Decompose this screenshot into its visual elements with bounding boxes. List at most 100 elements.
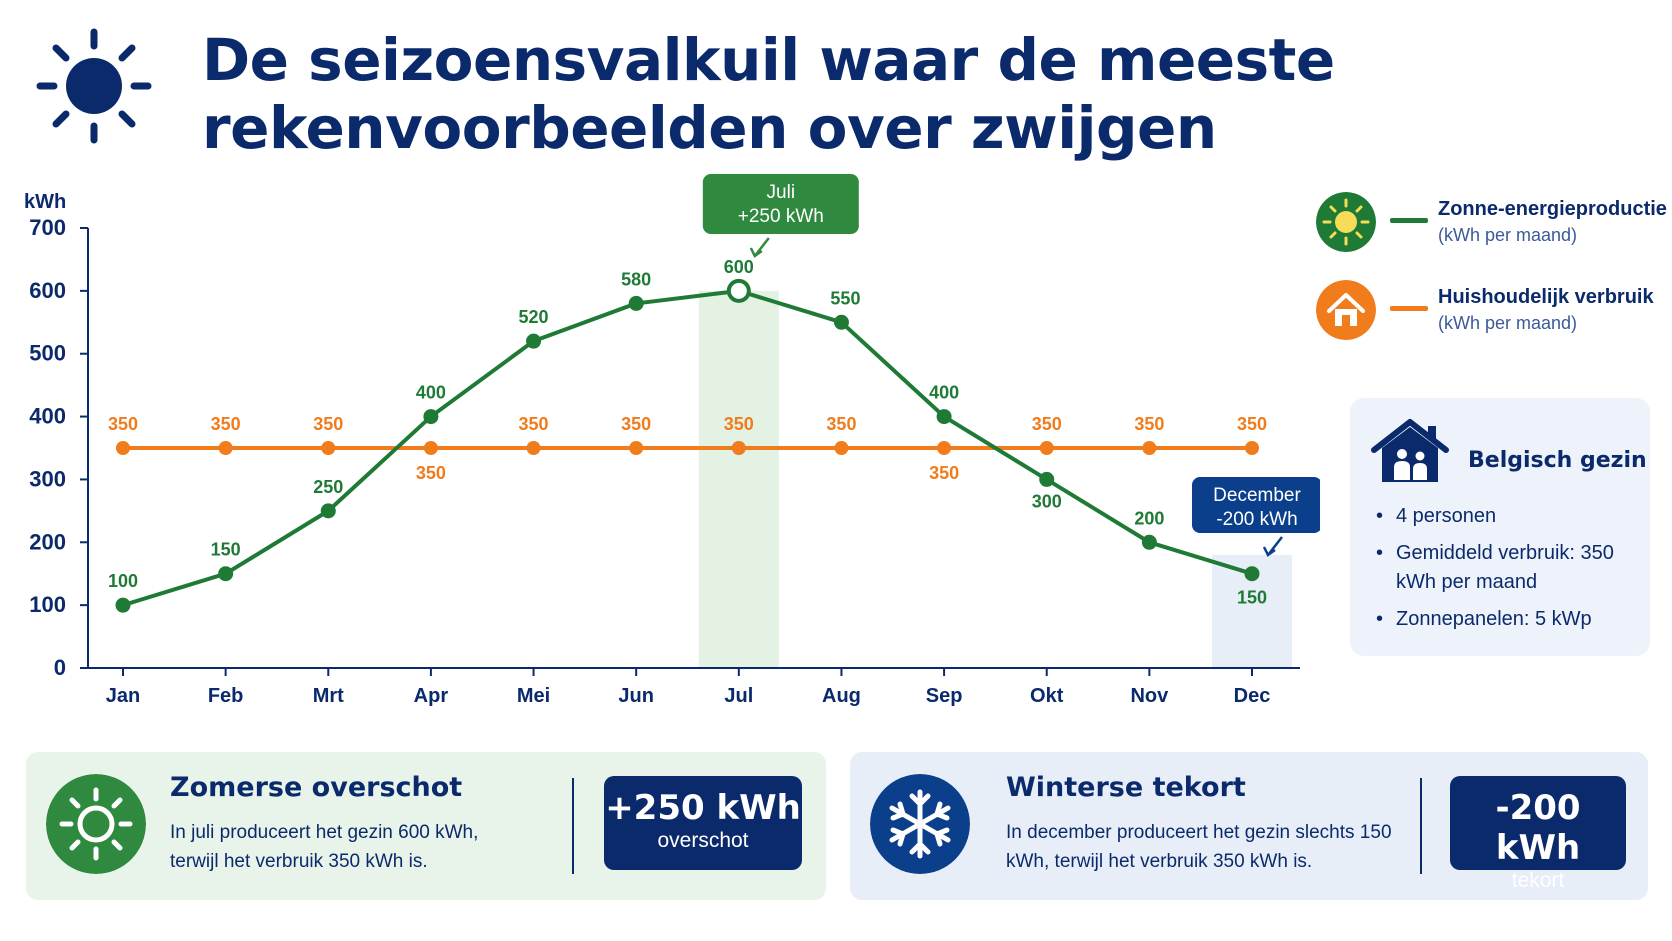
legend-label-consumption: Huishoudelijk verbruik: [1438, 286, 1654, 308]
production-data-label: 400: [416, 383, 446, 403]
y-tick-label: 200: [29, 529, 66, 554]
production-data-label: 550: [830, 288, 860, 308]
production-point: [936, 409, 952, 425]
production-line: [122, 288, 1253, 608]
production-data-label: 250: [313, 477, 343, 497]
production-data-label: 150: [1237, 588, 1267, 608]
callout-title-dec: December: [1213, 485, 1301, 506]
production-point: [320, 503, 336, 519]
x-tick-label: Okt: [1030, 685, 1064, 707]
house-icon: [1316, 280, 1376, 340]
legend-swatch-production: [1390, 218, 1428, 223]
production-data-label: 600: [724, 257, 754, 277]
production-point: [218, 566, 234, 582]
x-tick-label: Aug: [822, 685, 861, 707]
x-tick-label: Apr: [414, 685, 449, 707]
surplus-title: Zomerse overschot: [170, 772, 463, 803]
consumption-point: [1245, 441, 1259, 455]
consumption-data-label: 350: [108, 414, 138, 434]
production-point: [423, 409, 439, 425]
consumption-data-label: 350: [211, 414, 241, 434]
production-data-label: 200: [1134, 508, 1164, 528]
consumption-data-label: 350: [1237, 414, 1267, 434]
production-point: [833, 314, 849, 330]
x-tick-label: Jun: [618, 685, 654, 707]
consumption-data-label: 350: [724, 414, 754, 434]
consumption-data-label: 350: [929, 463, 959, 483]
production-point: [1244, 566, 1260, 582]
production-data-label: 580: [621, 269, 651, 289]
title-line-1: De seizoensvalkuil waar de meeste: [202, 26, 1335, 94]
legend-item-consumption: Huishoudelijk verbruik (kWh per maand): [1316, 280, 1656, 368]
family-details: 4 personen Gemiddeld verbruik: 350 kWh p…: [1372, 502, 1642, 642]
production-data-label: 300: [1032, 491, 1062, 511]
y-tick-label: 600: [29, 278, 66, 303]
sun-icon: [36, 28, 152, 144]
y-tick-label: 0: [54, 655, 66, 680]
production-data-label: 150: [211, 540, 241, 560]
surplus-badge: +250 kWh overschot: [604, 776, 802, 870]
sun-icon: [46, 774, 146, 874]
consumption-point: [526, 441, 541, 455]
consumption-point: [116, 441, 130, 455]
legend-sub-production: (kWh per maand): [1438, 225, 1578, 245]
y-tick-label: 500: [29, 341, 66, 366]
consumption-point: [834, 441, 849, 455]
x-tick-label: Feb: [208, 685, 244, 707]
production-point-peak: [726, 278, 751, 303]
consumption-data-label: 350: [621, 414, 651, 434]
callout-box-dec: [1192, 477, 1320, 533]
legend-label-production: Zonne-energieproductie: [1438, 198, 1667, 220]
callout-arrowhead-dec: [1262, 546, 1276, 557]
consumption-point: [731, 441, 746, 455]
sun-icon: [1316, 192, 1376, 252]
family-info-card: Belgisch gezin 4 personen Gemiddeld verb…: [1350, 398, 1650, 656]
consumption-point: [1142, 441, 1157, 455]
x-tick-label: Dec: [1234, 685, 1271, 707]
family-house-icon: [1371, 419, 1449, 482]
production-point: [1141, 534, 1157, 550]
x-tick-label: Nov: [1130, 685, 1169, 707]
legend-item-production: Zonne-energieproductie (kWh per maand): [1316, 192, 1667, 280]
chart-legend: Zonne-energieproductie (kWh per maand) H…: [1316, 192, 1667, 368]
deficit-value: -200 kWh: [1495, 788, 1581, 868]
surplus-label: overschot: [657, 829, 749, 852]
surplus-text: In juli produceert het gezin 600 kWh, te…: [170, 822, 479, 872]
consumption-data-label: 350: [519, 414, 549, 434]
consumption-point: [1039, 441, 1054, 455]
y-tick-label: 700: [29, 215, 66, 240]
consumption-point: [321, 441, 336, 455]
production-data-label: 100: [108, 571, 138, 591]
x-tick-label: Mrt: [313, 685, 344, 707]
highlight-band-jul: [698, 290, 779, 668]
production-data-label: 400: [929, 383, 959, 403]
consumption-point: [218, 441, 233, 455]
consumption-data-label: 350: [826, 414, 856, 434]
family-detail: Zonnepanelen: 5 kWp: [1372, 605, 1642, 634]
y-tick-label: 400: [29, 404, 66, 429]
consumption-data-label: 350: [416, 463, 446, 483]
deficit-text: In december produceert het gezin slechts…: [1006, 822, 1392, 872]
y-tick-label: 300: [29, 466, 66, 491]
surplus-value: +250 kWh: [605, 788, 801, 828]
x-tick-label: Jan: [106, 685, 140, 707]
family-detail: 4 personen: [1372, 502, 1642, 531]
deficit-label: tekort: [1511, 869, 1565, 892]
production-point: [1039, 471, 1055, 487]
summer-surplus-card: Zomerse overschot In juli produceert het…: [26, 752, 826, 900]
deficit-divider: [1420, 778, 1422, 874]
y-tick-label: 100: [29, 592, 66, 617]
title-line-2: rekenvoorbeelden over zwijgen: [202, 94, 1217, 162]
production-point: [628, 295, 644, 311]
production-data-label: 520: [519, 307, 549, 327]
consumption-point: [937, 441, 952, 455]
callout-arrowhead-jul: [749, 247, 763, 258]
consumption-point: [629, 441, 644, 455]
deficit-badge: -200 kWh tekort: [1450, 776, 1626, 892]
consumption-data-label: 350: [1032, 414, 1062, 434]
production-point: [115, 597, 131, 613]
callout-value-jul: +250 kWh: [738, 206, 824, 227]
winter-deficit-card: Winterse tekort In december produceert h…: [850, 752, 1648, 900]
consumption-data-label: 350: [1134, 414, 1164, 434]
x-tick-label: Jul: [724, 685, 753, 707]
